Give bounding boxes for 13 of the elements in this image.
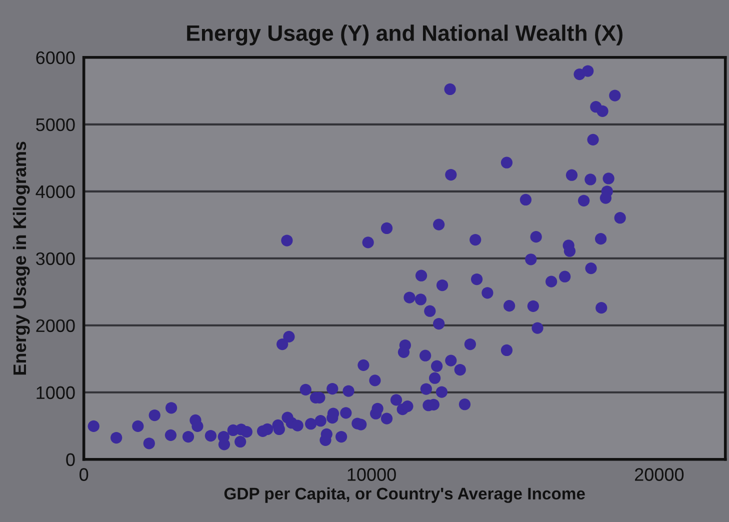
x-tick-label: 10000 [348, 468, 396, 481]
chart-title: Energy Usage (Y) and National Wealth (X) [187, 24, 622, 46]
y-tick-label: 6000 [36, 51, 75, 64]
x-tick-label: 0 [80, 468, 88, 481]
x-tick-label: 20000 [634, 468, 684, 481]
y-tick-label: 2000 [36, 319, 75, 332]
y-tick-label: 1000 [36, 386, 75, 400]
y-tick-label: 0 [66, 453, 75, 466]
y-axis-title: Energy Usage in Kilograms [12, 142, 30, 375]
x-axis-title: GDP per Capita, or Country's Average Income [224, 487, 585, 503]
y-tick-label: 3000 [36, 252, 75, 266]
y-tick-label: 5000 [36, 118, 75, 132]
y-tick-label: 4000 [36, 185, 75, 198]
